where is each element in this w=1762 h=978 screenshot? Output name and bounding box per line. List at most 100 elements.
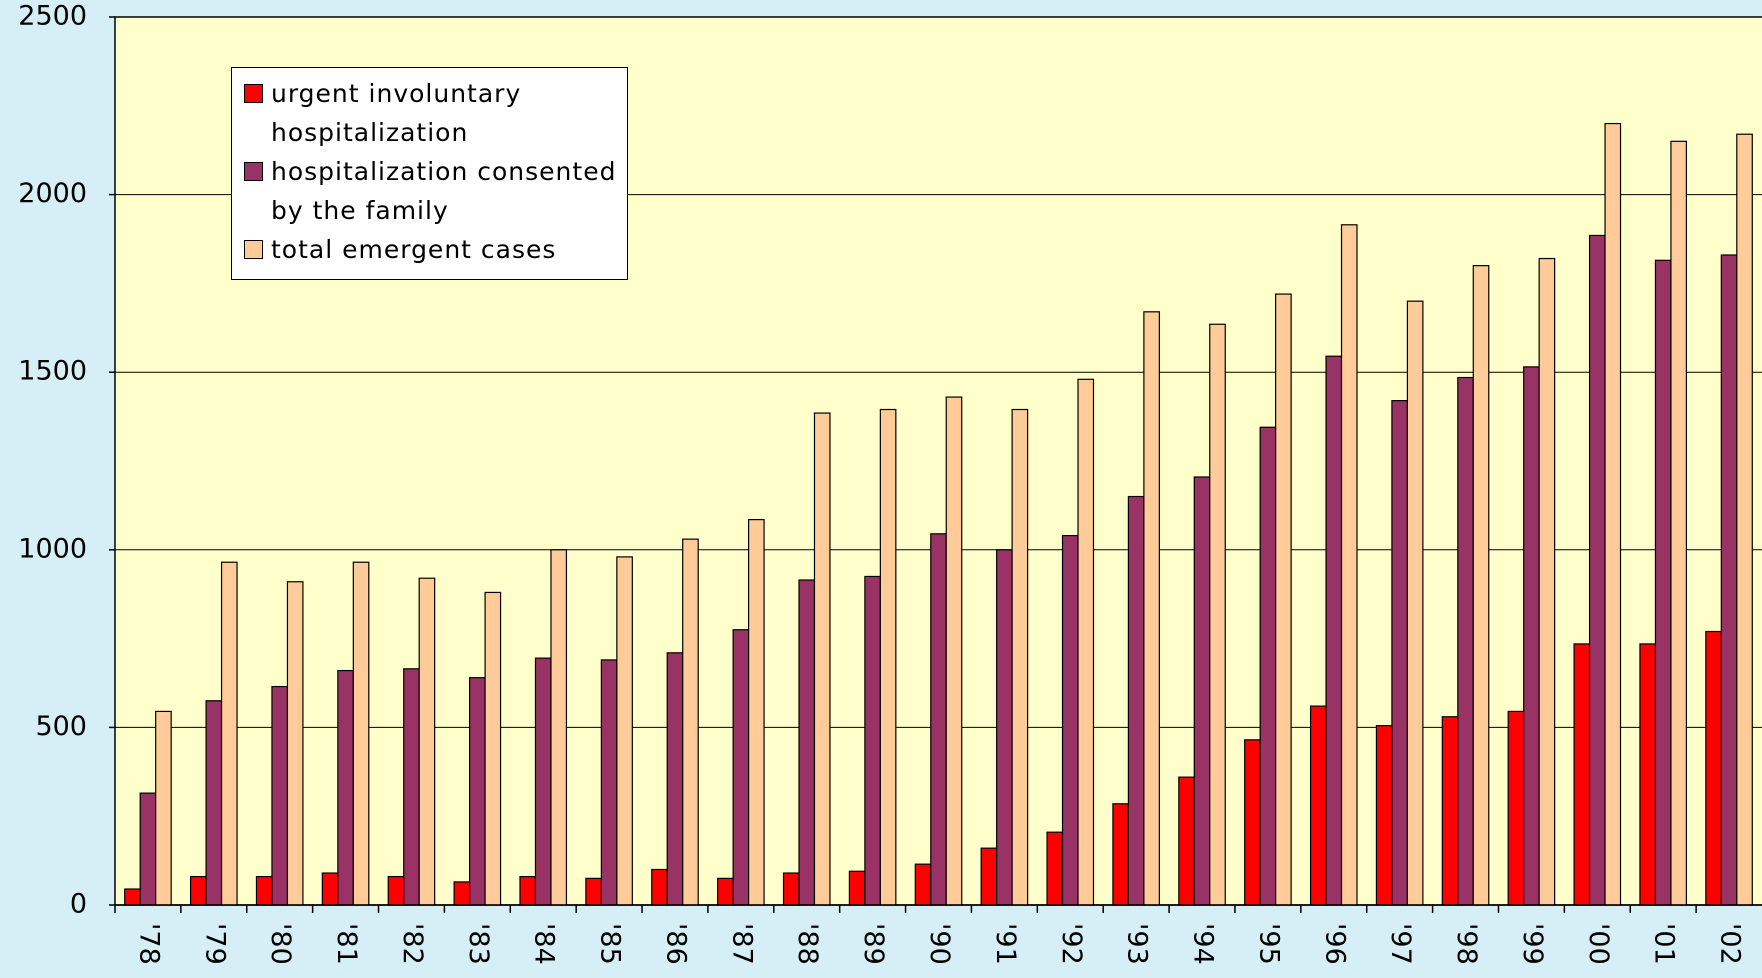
y-tick-label: 0 [70, 889, 87, 920]
bar [1143, 311, 1160, 906]
bar [1325, 355, 1343, 906]
bar [798, 579, 816, 906]
x-tick-label: '92 [1056, 923, 1087, 965]
x-tick-label: '96 [1319, 923, 1350, 965]
x-tick-label: '87 [726, 923, 757, 965]
bar [1391, 400, 1409, 906]
legend-entry: hospitalization consented by the family [244, 152, 623, 230]
bar [1259, 426, 1277, 906]
legend: urgent involuntary hospitalization hospit… [231, 67, 628, 280]
x-tick-label: '00 [1583, 923, 1614, 965]
x-tick-label: '90 [924, 923, 955, 965]
bar [1275, 293, 1292, 906]
bar [1406, 300, 1424, 906]
bar [484, 591, 502, 906]
bar [352, 561, 370, 906]
bar [286, 581, 304, 906]
x-tick-label: '94 [1188, 923, 1219, 965]
bar [1670, 140, 1688, 906]
bar [124, 888, 141, 906]
bar [534, 657, 552, 906]
legend-label: hospitalization consented by the family [271, 157, 617, 225]
x-tick-label: '86 [660, 923, 691, 965]
bar [1736, 133, 1753, 906]
bar [813, 412, 831, 906]
bar [1077, 378, 1095, 906]
bar [914, 863, 932, 906]
bar [321, 872, 339, 906]
bar [468, 677, 486, 906]
bar [1705, 630, 1722, 906]
bar [945, 396, 963, 906]
bar [1061, 534, 1079, 906]
bar [996, 549, 1013, 906]
x-tick-label: '78 [133, 923, 164, 965]
bar [1340, 224, 1358, 906]
x-tick-label: '97 [1385, 923, 1416, 965]
y-tick-label: 500 [35, 711, 87, 742]
bar [616, 556, 633, 906]
legend-label: urgent involuntary hospitalization [271, 79, 522, 147]
bar [403, 668, 420, 906]
bar [1523, 366, 1540, 906]
x-tick-label: '91 [990, 923, 1021, 965]
bar [255, 875, 273, 906]
bar [1639, 643, 1657, 906]
bar [139, 792, 157, 906]
bar [682, 538, 699, 906]
x-tick-label: '95 [1253, 923, 1284, 965]
bar [666, 652, 684, 906]
bar [1309, 705, 1327, 906]
bar [879, 408, 897, 906]
bar [387, 875, 405, 906]
x-tick-label: '82 [397, 923, 428, 965]
bar [337, 669, 354, 906]
bar [453, 881, 471, 906]
bar [1457, 376, 1474, 906]
bar [717, 877, 734, 906]
bar [732, 629, 750, 906]
x-tick-label: '79 [199, 923, 230, 965]
y-tick-label: 2500 [18, 1, 87, 32]
y-tick-label: 1000 [18, 533, 87, 564]
bar [1011, 408, 1029, 906]
bar [1441, 716, 1459, 906]
x-tick-label: '85 [595, 923, 626, 965]
bar [1654, 259, 1672, 906]
x-tick-label: '93 [1122, 923, 1153, 965]
bar [585, 877, 602, 906]
bar [782, 872, 800, 906]
x-tick-label: '98 [1451, 923, 1482, 965]
bar [980, 847, 998, 906]
legend-label: total emergent cases [271, 235, 557, 264]
bar [1573, 643, 1591, 906]
bar [1604, 122, 1622, 906]
bar [1375, 725, 1393, 906]
x-tick-label: '84 [529, 923, 560, 965]
legend-swatch [244, 240, 263, 259]
bar [864, 575, 881, 906]
bar [550, 549, 568, 906]
x-tick-label: '88 [792, 923, 823, 965]
bar [1538, 257, 1556, 906]
bar [848, 870, 866, 906]
bar [189, 875, 207, 906]
bar [519, 875, 537, 906]
bar [930, 533, 947, 906]
bar [1472, 265, 1490, 906]
legend-swatch [244, 84, 263, 103]
bar [418, 577, 436, 906]
legend-entry: total emergent cases [244, 230, 623, 269]
x-tick-label: '01 [1649, 923, 1680, 965]
bar [271, 685, 289, 906]
bar [1046, 831, 1064, 906]
x-tick-label: '80 [265, 923, 296, 965]
x-tick-label: '81 [331, 923, 362, 965]
bar [1244, 739, 1261, 906]
y-tick-label: 1500 [18, 356, 87, 387]
bar [1720, 254, 1738, 906]
bar [1507, 710, 1525, 906]
x-tick-label: '99 [1517, 923, 1548, 965]
